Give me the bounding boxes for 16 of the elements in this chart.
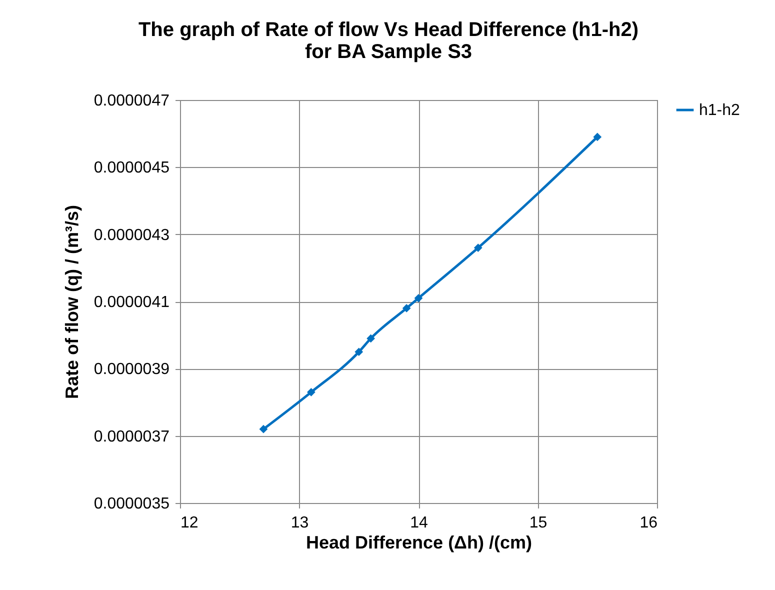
x-tick-label: 15 <box>529 514 548 532</box>
x-tick-label: 14 <box>410 514 428 532</box>
chart-title: The graph of Rate of flow Vs Head Difference (h1-h2) for BA Sample S3 <box>138 19 639 63</box>
x-axis-title: Head Difference (Δh) /(cm) <box>306 532 532 552</box>
legend-label: h1-h2 <box>699 102 740 119</box>
y-tick-label: 0.0000039 <box>94 361 170 378</box>
y-tick-label: 0.0000047 <box>94 92 170 110</box>
y-tick-label: 0.0000041 <box>94 294 170 311</box>
x-tick-label: 16 <box>640 514 658 532</box>
y-tick-label: 0.0000045 <box>94 160 170 177</box>
y-tick-label: 0.0000035 <box>94 496 170 512</box>
y-tick-label: 0.0000043 <box>94 226 170 244</box>
y-tick-label: 0.0000037 <box>94 428 170 446</box>
x-tick-label: 13 <box>290 514 309 532</box>
x-tick-label: 12 <box>180 514 198 532</box>
y-axis-title: Rate of flow (q) / (m³/s) <box>62 205 82 399</box>
